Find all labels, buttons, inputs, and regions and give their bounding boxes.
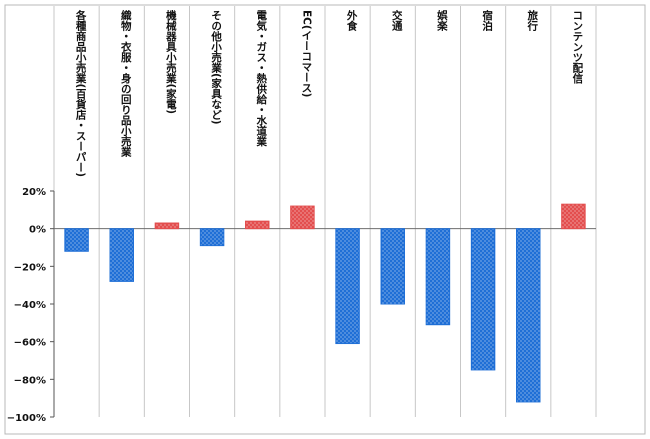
bar — [380, 228, 405, 305]
bar — [290, 205, 315, 230]
bar — [199, 228, 225, 247]
chart-outer-frame — [4, 4, 646, 435]
bar — [470, 228, 496, 371]
bar — [516, 228, 541, 403]
bar — [154, 222, 180, 230]
y-tick-label: −100% — [7, 413, 46, 424]
category-label: 宿泊 — [481, 9, 493, 32]
bar — [425, 228, 451, 326]
axis-layer: 20% 0% −20% −40% −60% −80% −100% — [7, 187, 596, 424]
y-tick-label: −40% — [14, 300, 46, 311]
y-tick-label: −80% — [14, 375, 46, 386]
bar — [245, 220, 270, 230]
category-label: 機械器具小売業(家電) — [165, 9, 177, 114]
category-label: 娯楽 — [436, 9, 448, 32]
category-label: 交通 — [391, 9, 403, 32]
bar-layer — [64, 203, 586, 403]
category-label: 外食 — [346, 9, 358, 32]
bar — [109, 228, 134, 282]
category-label: 旅行 — [526, 9, 538, 32]
category-label: 各種商品小売業(百貨店・スーパー) — [75, 9, 87, 177]
category-label: その他小売業(家具など) — [210, 10, 222, 125]
bar — [335, 228, 360, 345]
bar — [64, 228, 89, 252]
category-label: コンテンツ配信 — [571, 10, 583, 84]
y-tick-label: −60% — [14, 338, 46, 349]
category-label: EC(イーコマース) — [300, 10, 312, 97]
label-layer: 各種商品小売業(百貨店・スーパー) 織物・衣服・身の回り品小売業 機械器具小売業(家… — [75, 9, 584, 177]
y-tick-label: 0% — [29, 225, 46, 236]
y-tick-label: 20% — [22, 187, 46, 198]
category-label: 電気・ガス・熱供給・水道業 — [255, 10, 267, 147]
category-label: 織物・衣服・身の回り品小売業 — [120, 9, 132, 158]
y-tick-label: −20% — [14, 262, 46, 273]
bar — [561, 203, 586, 230]
